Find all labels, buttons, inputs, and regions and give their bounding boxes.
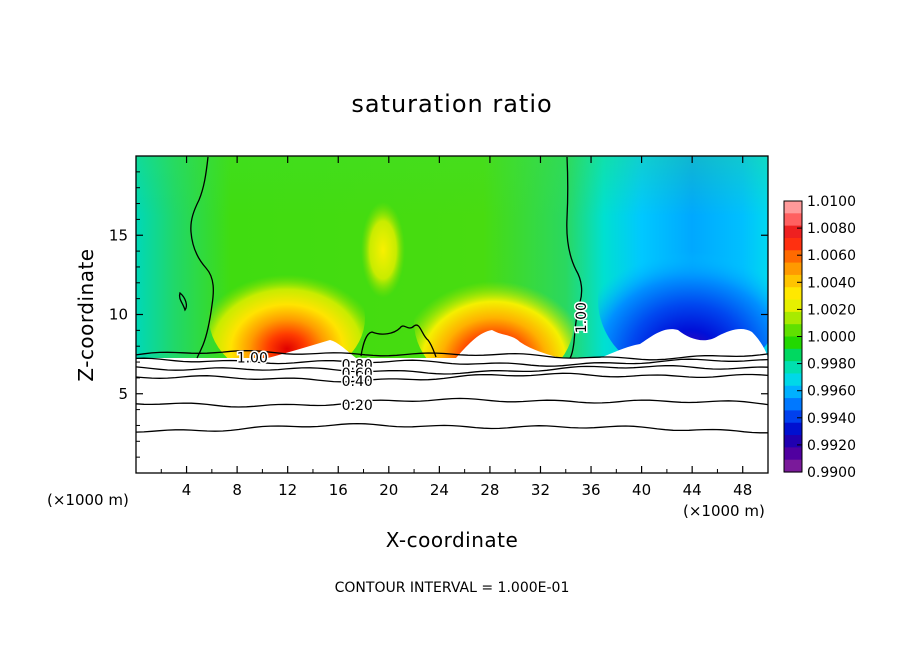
contour-label: 0.40 [342, 374, 373, 390]
chart-title: saturation ratio [351, 90, 552, 118]
colorbar-swatch [784, 324, 802, 338]
x-tick-label: 12 [278, 481, 297, 499]
colorbar-swatch [784, 447, 802, 461]
y-tick-label: 5 [118, 385, 128, 403]
x-tick-label: 20 [379, 481, 398, 499]
contour-line [135, 357, 769, 367]
colorbar-tick-label: 0.9940 [807, 411, 856, 427]
colorbar-tick-label: 1.0040 [807, 275, 856, 291]
x-tick-label: 16 [329, 481, 348, 499]
colorbar-swatch [784, 373, 802, 387]
colorbar-swatch [784, 336, 802, 350]
contour-line-100-center [360, 324, 437, 358]
colorbar-swatch [784, 287, 802, 301]
colorbar-tick-label: 1.0000 [807, 330, 856, 346]
x-tick-label: 8 [232, 481, 242, 499]
x-tick-label: 40 [632, 481, 651, 499]
colorbar-swatch [784, 385, 802, 399]
colorbar-swatch [784, 311, 802, 325]
colorbar-tick-label: 1.0020 [807, 302, 856, 318]
colorbar-tick-label: 1.0060 [807, 248, 856, 264]
colorbar-swatch [784, 398, 802, 412]
colorbar-tick-label: 0.9980 [807, 357, 856, 373]
x-tick-label: 28 [480, 481, 499, 499]
unsaturated-region-center [456, 330, 560, 358]
colorbar-tick-label: 0.9960 [807, 384, 856, 400]
contour-layer: 1.00 0.800.600.40 0.20 1.00 [135, 156, 769, 434]
contour-line [135, 372, 769, 383]
contour-label: 1.00 [574, 302, 590, 333]
contour-line-100-left [190, 156, 215, 359]
colorbar-swatch [784, 237, 802, 251]
contour-line [135, 397, 769, 408]
x-unit-label-right: (×1000 m) [683, 502, 765, 520]
contour-line-100-island [178, 291, 187, 312]
x-tick-label: 48 [733, 481, 752, 499]
colorbar-tick-label: 1.0080 [807, 221, 856, 237]
x-tick-label: 24 [430, 481, 449, 499]
contour-label: 0.60 [342, 366, 373, 382]
x-axis-label: X-coordinate [386, 528, 519, 552]
colorbar-swatch [784, 348, 802, 362]
colorbar-swatch [784, 299, 802, 313]
contour-line [135, 422, 768, 434]
field-layer [136, 156, 768, 473]
colorbar: 1.0100 1.0080 1.0060 1.0040 1.0020 1.0000 0.99… [783, 194, 856, 481]
colorbar-swatch [784, 274, 802, 288]
unsaturated-region-right [600, 329, 768, 358]
colorbar-swatch [784, 213, 802, 227]
contour-line [135, 349, 769, 361]
colorbar-tick-label: 0.9920 [807, 438, 856, 454]
colorbar-swatch [784, 410, 802, 424]
contour-label: 0.20 [342, 398, 373, 414]
colorbar-swatch [784, 459, 802, 473]
colorbar-swatch [784, 250, 802, 264]
contour-interval-note: CONTOUR INTERVAL = 1.000E-01 [335, 580, 570, 596]
colorbar-swatch [784, 201, 802, 214]
contour-label: 0.80 [342, 357, 373, 373]
colorbar-swatch [784, 262, 802, 276]
y-axis-label: Z-coordinate [74, 248, 98, 381]
yellow-column-anomaly [361, 202, 405, 298]
x-tick-label: 32 [531, 481, 550, 499]
colorbar-swatch [784, 361, 802, 375]
x-tick-label: 44 [683, 481, 702, 499]
y-tick-label: 15 [109, 226, 128, 244]
contour-line [135, 365, 769, 375]
contour-label: 1.00 [237, 350, 268, 366]
contour-line-100-right [566, 156, 583, 359]
x-tick-label: 36 [581, 481, 600, 499]
x-unit-label-left: (×1000 m) [47, 491, 129, 509]
y-tick-label: 10 [109, 306, 128, 324]
colorbar-swatch [784, 435, 802, 448]
x-tick-label: 4 [182, 481, 192, 499]
colorbar-tick-label: 0.9900 [807, 465, 856, 481]
field-top-shade [136, 156, 768, 216]
colorbar-swatch [784, 225, 802, 239]
colorbar-tick-label: 1.0100 [807, 194, 856, 210]
colorbar-swatch [784, 422, 802, 436]
